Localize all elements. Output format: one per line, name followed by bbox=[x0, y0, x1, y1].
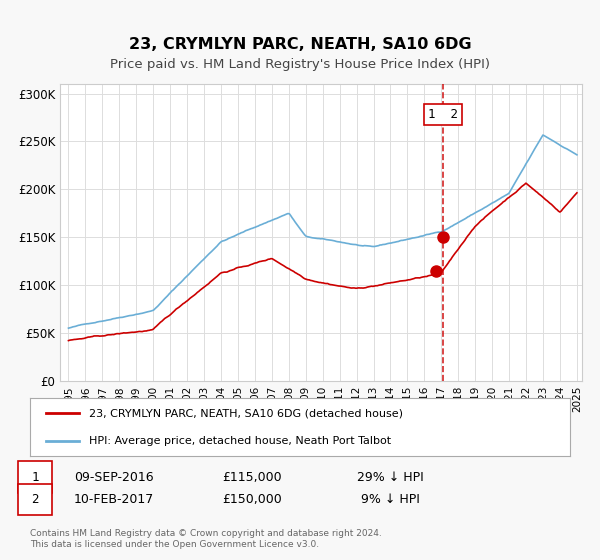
Text: Contains HM Land Registry data © Crown copyright and database right 2024.: Contains HM Land Registry data © Crown c… bbox=[30, 529, 382, 538]
Text: HPI: Average price, detached house, Neath Port Talbot: HPI: Average price, detached house, Neat… bbox=[89, 436, 392, 446]
Text: £115,000: £115,000 bbox=[222, 470, 282, 484]
Text: 10-FEB-2017: 10-FEB-2017 bbox=[74, 493, 154, 506]
Text: 2: 2 bbox=[31, 493, 38, 506]
Text: 1: 1 bbox=[31, 470, 38, 484]
Text: This data is licensed under the Open Government Licence v3.0.: This data is licensed under the Open Gov… bbox=[30, 540, 319, 549]
Text: 1  2: 1 2 bbox=[428, 108, 458, 121]
Text: 09-SEP-2016: 09-SEP-2016 bbox=[74, 470, 154, 484]
Text: £150,000: £150,000 bbox=[222, 493, 282, 506]
Text: 23, CRYMLYN PARC, NEATH, SA10 6DG (detached house): 23, CRYMLYN PARC, NEATH, SA10 6DG (detac… bbox=[89, 408, 403, 418]
Text: 23, CRYMLYN PARC, NEATH, SA10 6DG: 23, CRYMLYN PARC, NEATH, SA10 6DG bbox=[128, 38, 472, 52]
Text: Price paid vs. HM Land Registry's House Price Index (HPI): Price paid vs. HM Land Registry's House … bbox=[110, 58, 490, 71]
Text: 29% ↓ HPI: 29% ↓ HPI bbox=[356, 470, 424, 484]
Text: 9% ↓ HPI: 9% ↓ HPI bbox=[361, 493, 419, 506]
